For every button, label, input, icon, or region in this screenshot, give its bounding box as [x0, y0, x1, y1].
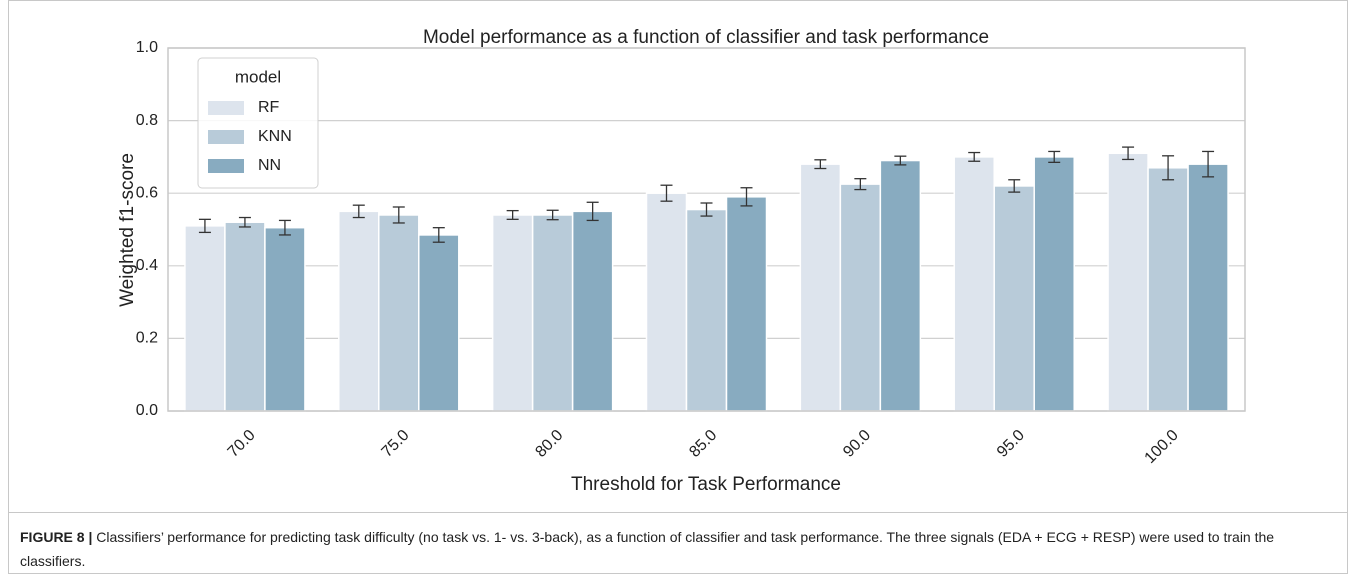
error-bar: [238, 216, 251, 228]
legend-box: [197, 57, 319, 189]
error-bar: [506, 209, 519, 220]
bar: [685, 208, 728, 412]
error-bar: [546, 209, 559, 221]
error-bar: [968, 151, 981, 162]
bar: [418, 234, 460, 412]
bar: [224, 221, 266, 412]
x-tick-label: 75.0: [379, 427, 413, 461]
y-tick-label: 0.4: [136, 257, 158, 274]
bar: [184, 225, 226, 412]
figure-frame: [8, 0, 1348, 574]
x-tick-label: 80.0: [532, 427, 566, 461]
bar: [879, 159, 922, 412]
bar: [1107, 152, 1149, 412]
bar: [993, 185, 1035, 412]
bar: [264, 226, 306, 412]
bar: [645, 192, 688, 412]
bar: [953, 156, 995, 412]
y-axis-label: Weighted f1-score: [117, 153, 138, 307]
error-bar: [814, 159, 827, 170]
error-bar: [432, 227, 445, 243]
bar: [1033, 156, 1075, 412]
legend-title: model: [235, 67, 281, 86]
caption-text: Classifiers’ performance for predicting …: [20, 529, 1275, 569]
caption-label: FIGURE 8 |: [20, 529, 93, 545]
bar: [571, 210, 614, 412]
bar: [725, 196, 768, 412]
y-tick-label: 0.6: [136, 184, 158, 201]
error-bar: [854, 178, 867, 191]
error-bar: [278, 219, 291, 236]
x-tick-label: 85.0: [686, 427, 720, 461]
error-bar: [1162, 155, 1175, 181]
error-bar: [352, 204, 365, 219]
x-tick-label: 95.0: [994, 427, 1028, 461]
legend-swatch: [208, 159, 244, 173]
x-tick-label: 90.0: [840, 427, 874, 461]
legend-label: KNN: [258, 128, 292, 145]
error-bar: [894, 155, 907, 166]
bar: [491, 214, 534, 412]
error-bar: [198, 218, 211, 234]
error-bar: [700, 202, 713, 217]
error-bar: [1048, 150, 1061, 163]
plot-border: [167, 47, 1246, 412]
bar: [839, 183, 882, 412]
y-tick-label: 0.0: [136, 402, 158, 419]
bar: [338, 210, 380, 412]
y-tick-label: 0.8: [136, 112, 158, 129]
bar: [378, 214, 420, 412]
bar: [799, 163, 842, 412]
legend-swatch: [208, 130, 244, 144]
caption-separator: [8, 512, 1348, 513]
error-bar: [392, 206, 405, 224]
error-bar: [1202, 150, 1215, 178]
error-bar: [1122, 146, 1135, 161]
y-tick-label: 1.0: [136, 39, 158, 56]
error-bar: [1008, 179, 1021, 193]
chart-title: Model performance as a function of class…: [423, 27, 989, 48]
legend-label: RF: [258, 99, 280, 116]
error-bar: [660, 184, 673, 202]
y-tick-label: 0.2: [136, 330, 158, 347]
error-bar: [586, 201, 599, 222]
x-tick-label: 70.0: [225, 427, 259, 461]
bar: [1147, 167, 1189, 412]
bar: [531, 214, 574, 412]
legend-label: NN: [258, 157, 281, 174]
caption: FIGURE 8 | Classifiers’ performance for …: [20, 525, 1340, 573]
x-axis-label: Threshold for Task Performance: [571, 474, 841, 495]
x-tick-label: 100.0: [1142, 427, 1182, 467]
legend-swatch: [208, 101, 244, 115]
bar: [1187, 163, 1229, 412]
error-bar: [740, 187, 753, 207]
chart: Model performance as a function of class…: [117, 27, 1246, 495]
